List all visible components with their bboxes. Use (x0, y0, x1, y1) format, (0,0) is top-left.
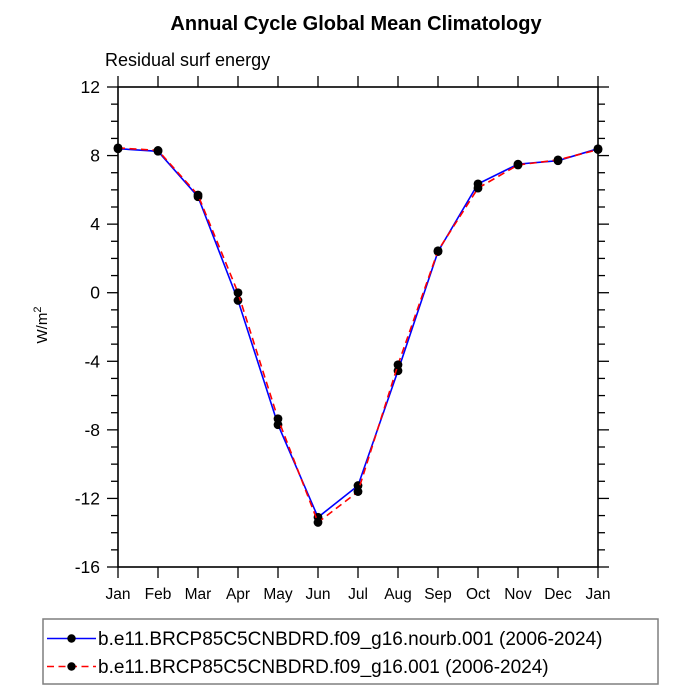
y-tick-label: -12 (75, 488, 100, 508)
y-tick-label: -4 (84, 351, 100, 371)
y-axis-label-main: W/m (34, 313, 51, 344)
data-point-marker (273, 414, 283, 424)
data-point-marker (353, 487, 363, 496)
data-point-marker (113, 143, 123, 153)
y-tick-label: 8 (90, 146, 100, 166)
y-tick-label: -16 (75, 557, 100, 577)
y-tick-label: 4 (90, 214, 100, 234)
y-axis-label: W/m2 (32, 307, 51, 344)
data-point-marker (393, 360, 403, 370)
data-series (113, 143, 603, 527)
x-tick-label: Jul (348, 586, 368, 603)
data-point-marker (153, 146, 163, 155)
chart-subtitle: Residual surf energy (105, 50, 270, 70)
axis-ticks (107, 76, 609, 578)
data-point-marker (473, 183, 483, 193)
legend-entry-label-0: b.e11.BRCP85C5CNBDRD.f09_g16.nourb.001 (… (98, 629, 603, 650)
legend-entry-label-1: b.e11.BRCP85C5CNBDRD.f09_g16.001 (2006-2… (98, 657, 549, 678)
series-line-1 (117, 147, 599, 524)
y-axis-label-superscript: 2 (32, 307, 44, 313)
data-point-marker (593, 145, 603, 154)
x-tick-label: Jan (106, 586, 131, 603)
x-tick-label: Nov (504, 586, 532, 603)
data-point-marker (433, 246, 443, 256)
legend-border (42, 618, 659, 685)
x-tick-label: Mar (185, 586, 212, 603)
chart-title: Annual Cycle Global Mean Climatology (170, 13, 542, 35)
series-line-0 (117, 147, 599, 519)
legend-marker-0 (67, 634, 76, 643)
x-tick-label: Jun (306, 586, 331, 603)
x-tick-label: Apr (226, 586, 250, 603)
x-tick-label: Oct (466, 586, 491, 603)
y-tick-label: 0 (90, 283, 100, 303)
data-point-marker (193, 190, 203, 200)
legend-box: b.e11.BRCP85C5CNBDRD.f09_g16.nourb.001 (… (42, 618, 659, 685)
x-tick-label: Feb (145, 586, 172, 603)
y-tick-label: -8 (84, 420, 100, 440)
x-tick-label: Sep (424, 586, 452, 603)
data-point-marker (313, 518, 323, 527)
legend-marker-1 (67, 662, 76, 671)
data-point-marker (513, 160, 523, 170)
x-tick-label: Dec (544, 586, 572, 603)
y-tick-label: 12 (81, 77, 100, 97)
data-point-marker (233, 288, 243, 298)
x-tick-label: Aug (384, 586, 412, 603)
data-point-marker (553, 155, 563, 165)
x-tick-label: Jan (586, 586, 611, 603)
axis-tick-labels: Jan Feb Mar Apr May Jun Jul Aug Sep Oct Nov Dec Jan-… (75, 77, 611, 603)
x-tick-label: May (263, 586, 293, 603)
